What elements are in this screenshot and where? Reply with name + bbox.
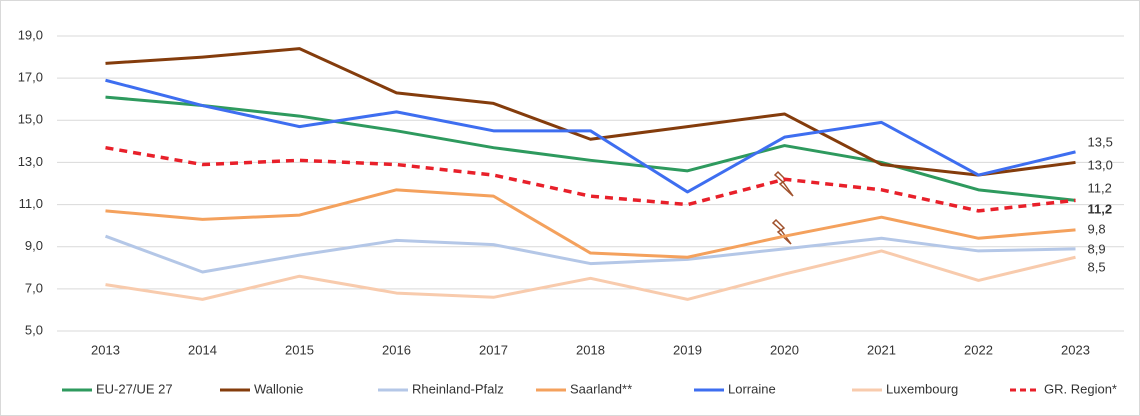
x-tick-label: 2022 <box>964 342 993 357</box>
value-label: 13,5 <box>1088 134 1113 149</box>
series-line <box>105 249 1076 301</box>
legend-label: Lorraine <box>728 381 776 396</box>
x-tick-label: 2019 <box>673 342 702 357</box>
x-tick-label: 2015 <box>285 342 314 357</box>
x-tick-label: 2020 <box>770 342 799 357</box>
x-tick-label: 2018 <box>576 342 605 357</box>
series-line <box>105 78 1076 194</box>
value-label: 11,2 <box>1088 201 1113 216</box>
legend-label: Saarland** <box>570 381 632 396</box>
legend-label: Wallonie <box>254 381 303 396</box>
x-tick-label: 2017 <box>479 342 508 357</box>
y-tick-label: 17,0 <box>18 70 43 85</box>
x-tick-label: 2021 <box>867 342 896 357</box>
value-label: 8,9 <box>1088 241 1106 256</box>
y-tick-label: 13,0 <box>18 154 43 169</box>
legend-label: Rheinland-Pfalz <box>412 381 504 396</box>
series-line <box>105 188 1076 259</box>
y-tick-label: 9,0 <box>25 238 43 253</box>
value-label: 9,8 <box>1088 221 1106 236</box>
y-tick-label: 19,0 <box>18 27 43 42</box>
legend-label: EU-27/UE 27 <box>96 381 173 396</box>
x-tick-label: 2023 <box>1061 342 1090 357</box>
series-line <box>105 47 1076 177</box>
legend-label: GR. Region* <box>1044 381 1117 396</box>
value-label: 11,2 <box>1088 180 1112 195</box>
y-tick-label: 7,0 <box>25 280 43 295</box>
series-line <box>104 234 1076 274</box>
value-label: 8,5 <box>1088 259 1106 274</box>
y-tick-label: 5,0 <box>25 322 43 337</box>
value-label: 13,0 <box>1088 157 1113 172</box>
y-tick-label: 15,0 <box>18 112 43 127</box>
legend-label: Luxembourg <box>886 381 958 396</box>
series-line <box>105 95 1076 202</box>
x-tick-label: 2014 <box>188 342 217 357</box>
series-line <box>105 145 1076 213</box>
x-tick-label: 2016 <box>382 342 411 357</box>
y-tick-label: 11,0 <box>19 196 43 211</box>
x-tick-label: 2013 <box>91 342 120 357</box>
